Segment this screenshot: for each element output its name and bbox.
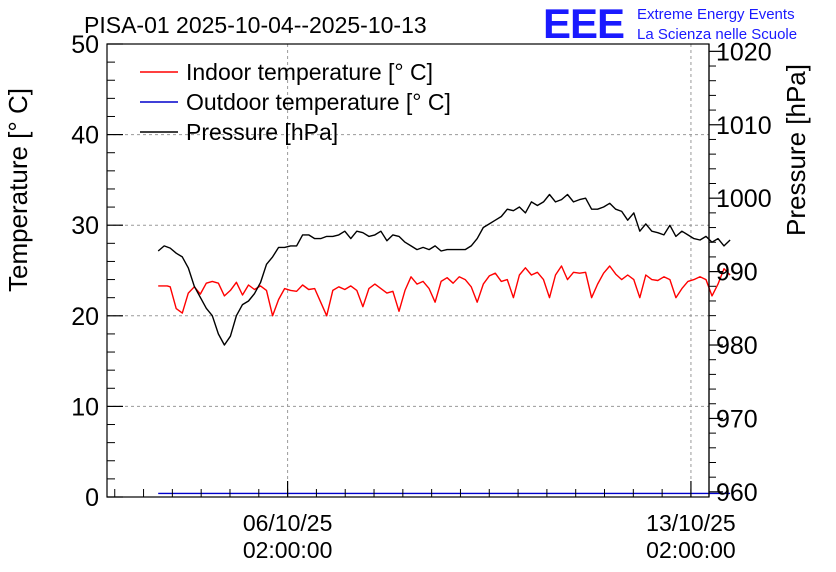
y2-tick-label: 1010 bbox=[716, 112, 772, 140]
eee-logo-line1: Extreme Energy Events bbox=[637, 6, 795, 23]
y2-tick-label: 1000 bbox=[716, 185, 772, 213]
y-tick-label: 30 bbox=[71, 212, 99, 240]
x-tick-label-time: 02:00:00 bbox=[243, 537, 333, 563]
y2-tick-label: 1020 bbox=[716, 38, 772, 66]
eee-logo-mark: EEE bbox=[543, 0, 624, 47]
y-tick-label: 50 bbox=[71, 31, 99, 59]
series-line bbox=[158, 265, 731, 317]
y2-tick-label: 960 bbox=[716, 479, 758, 507]
y2-tick-label: 970 bbox=[716, 405, 758, 433]
legend-entry-label: Indoor temperature [° C] bbox=[186, 59, 433, 85]
eee-logo-line2: La Scienza nelle Scuole bbox=[637, 26, 797, 43]
eee-logo: EEE Extreme Energy Events La Scienza nel… bbox=[543, 0, 797, 47]
y2-axis-label: Pressure [hPa] bbox=[781, 64, 811, 236]
legend-entry-label: Outdoor temperature [° C] bbox=[186, 89, 451, 115]
y-tick-label: 20 bbox=[71, 303, 99, 331]
y2-tick-label: 980 bbox=[716, 332, 758, 360]
y-tick-label: 0 bbox=[85, 484, 99, 512]
x-tick-label-date: 06/10/25 bbox=[243, 510, 333, 536]
series-lines bbox=[157, 193, 731, 495]
chart-title: PISA-01 2025-10-04--2025-10-13 bbox=[84, 12, 427, 38]
legend-entry-label: Pressure [hPa] bbox=[186, 119, 338, 145]
y-tick-label: 40 bbox=[71, 122, 99, 150]
legend: Indoor temperature [° C] Outdoor temperat… bbox=[140, 59, 451, 145]
y2-tick-label: 990 bbox=[716, 259, 758, 287]
x-tick-label-time: 02:00:00 bbox=[646, 537, 736, 563]
series-line bbox=[157, 193, 731, 346]
y-axis-label: Temperature [° C] bbox=[3, 88, 33, 292]
x-tick-label-date: 13/10/25 bbox=[646, 510, 736, 536]
y-tick-label: 10 bbox=[71, 393, 99, 421]
axes: 0102030405006/10/2502:00:0013/10/2502:00… bbox=[71, 31, 771, 563]
grid-lines bbox=[107, 44, 709, 497]
